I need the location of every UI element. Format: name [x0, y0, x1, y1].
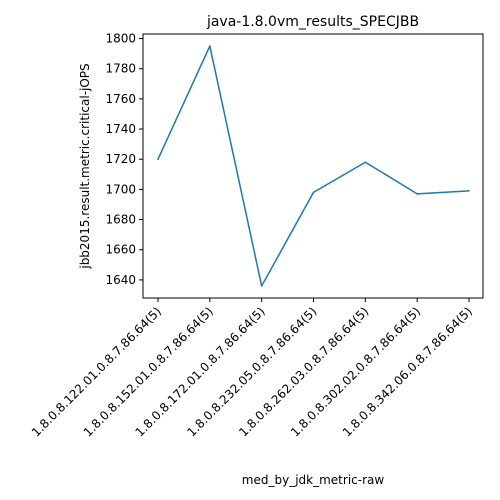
- y-tick-label: 1680: [105, 213, 136, 227]
- data-point: [468, 190, 470, 192]
- chart-title: java-1.8.0vm_results_SPECJBB: [206, 14, 419, 30]
- y-tick-label: 1660: [105, 243, 136, 257]
- data-point: [260, 285, 263, 287]
- y-tick-label: 1740: [105, 122, 136, 136]
- y-tick-label: 1780: [105, 62, 136, 76]
- plot-area: [157, 45, 470, 287]
- data-point: [209, 45, 211, 47]
- y-tick-label: 1640: [105, 273, 136, 287]
- data-point: [157, 158, 159, 161]
- plot-frame: [142, 33, 484, 299]
- data-point: [312, 191, 315, 194]
- data-point: [416, 193, 418, 195]
- data-point: [364, 161, 367, 164]
- y-tick-label: 1720: [105, 152, 136, 166]
- y-tick-label: 1800: [105, 32, 136, 46]
- y-tick-label: 1700: [105, 182, 136, 196]
- y-tick-label: 1760: [105, 92, 136, 106]
- x-axis-label: med_by_jdk_metric-raw: [242, 473, 385, 487]
- y-axis-label: jbb2015.result.metric.critical-jOPS: [78, 63, 92, 269]
